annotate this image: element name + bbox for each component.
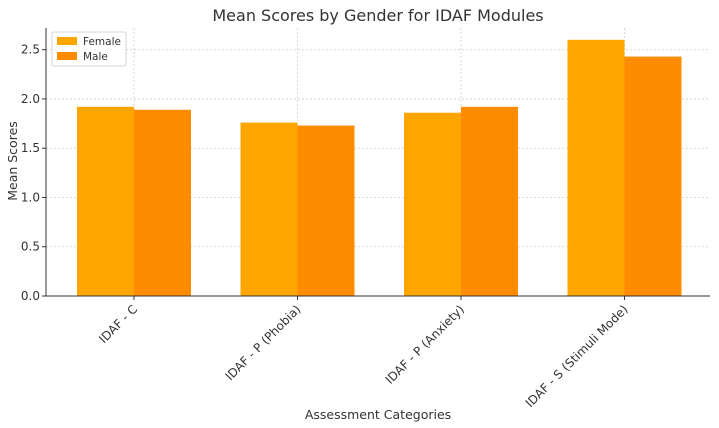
legend-swatch-male — [57, 52, 77, 60]
y-tick-label: 1.0 — [21, 190, 40, 204]
legend-label-female: Female — [83, 36, 121, 48]
legend-label-male: Male — [83, 51, 108, 63]
bar-female — [567, 39, 625, 297]
y-axis-label: Mean Scores — [5, 121, 20, 201]
x-tick-label: IDAF - P (Phobia) — [223, 302, 304, 383]
y-tick-label: 0.0 — [21, 289, 40, 303]
y-tick-label: 2.0 — [21, 92, 40, 106]
y-tick-label: 0.5 — [21, 240, 40, 254]
y-tick-label: 1.5 — [21, 141, 40, 155]
x-tick-label: IDAF - S (Stimuli Mode) — [523, 302, 631, 410]
axes — [45, 28, 710, 297]
bar-female — [240, 122, 298, 297]
bar-male — [461, 106, 518, 296]
x-tick-label: IDAF - P (Anxiety) — [383, 302, 467, 386]
chart-title: Mean Scores by Gender for IDAF Modules — [212, 6, 543, 25]
bar-female — [77, 106, 134, 296]
bar-female — [404, 112, 461, 296]
legend: Female Male — [51, 31, 127, 67]
y-tick-label: 2.5 — [21, 43, 40, 57]
bar-male — [134, 109, 191, 296]
x-tick-label: IDAF - C — [96, 302, 140, 346]
x-axis-label: Assessment Categories — [305, 407, 451, 422]
y-ticks: 0.0 0.5 1.0 1.5 2.0 2.5 — [21, 43, 46, 303]
x-ticks: IDAF - C IDAF - P (Phobia) IDAF - P (Anxie… — [96, 296, 631, 410]
bars — [77, 39, 682, 297]
bar-male — [624, 56, 682, 296]
legend-swatch-female — [57, 37, 77, 45]
bar-male — [297, 125, 355, 296]
